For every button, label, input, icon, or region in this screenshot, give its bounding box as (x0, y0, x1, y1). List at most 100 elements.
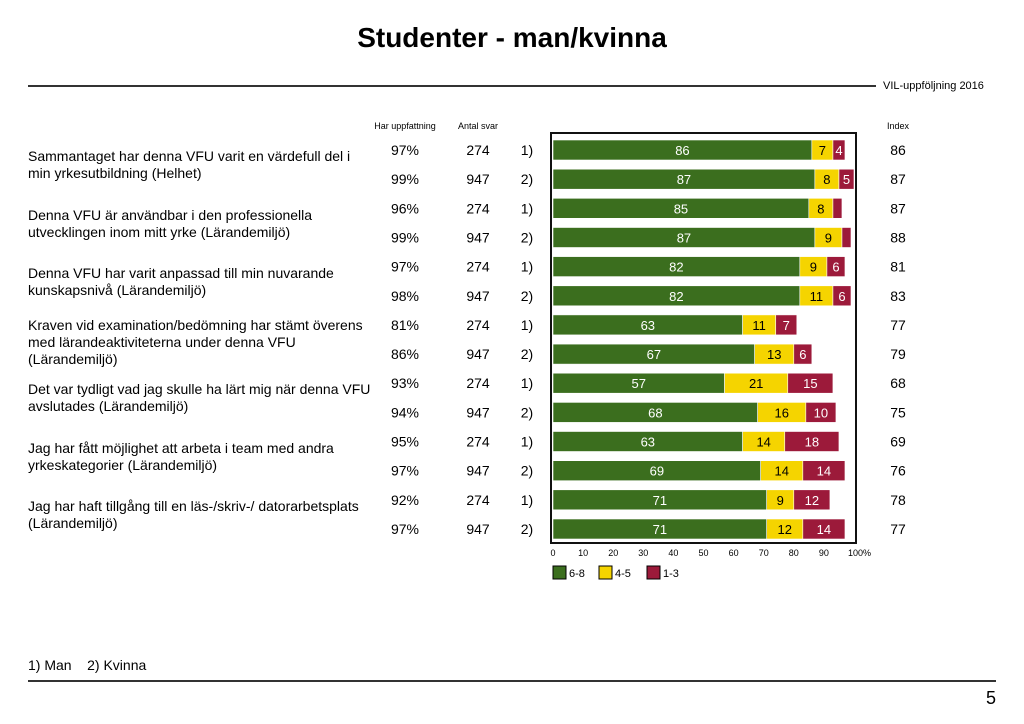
har-uppfattning-value: 97% (391, 521, 419, 537)
x-tick-label: 90 (819, 548, 829, 558)
segment-6-8-label: 69 (650, 464, 664, 479)
group-code: 2) (521, 463, 533, 479)
har-uppfattning-value: 81% (391, 317, 419, 333)
segment-6-8-label: 68 (648, 405, 662, 420)
antal-svar-value: 947 (466, 171, 490, 187)
legend-label-4-5: 4-5 (615, 568, 631, 580)
group-code: 2) (521, 404, 533, 420)
index-value: 86 (890, 142, 906, 158)
index-value: 83 (890, 288, 906, 304)
segment-1-3-bar (802, 518, 846, 540)
segment-4-5-label: 7 (819, 143, 826, 158)
legend-label-1-3: 1-3 (663, 568, 679, 580)
har-uppfattning-value: 99% (391, 171, 419, 187)
segment-4-5-label: 12 (778, 522, 792, 537)
har-uppfattning-value: 97% (391, 463, 419, 479)
segment-6-8-label: 71 (653, 522, 667, 537)
antal-svar-value: 274 (466, 375, 490, 391)
antal-svar-value: 274 (466, 200, 490, 216)
segment-4-5-label: 11 (810, 289, 824, 304)
index-value: 76 (890, 463, 906, 479)
group-code: 2) (521, 171, 533, 187)
segment-1-3-label: 10 (814, 405, 828, 420)
har-uppfattning-value: 92% (391, 492, 419, 508)
segment-6-8-label: 63 (641, 318, 655, 333)
group-code: 1) (521, 434, 533, 450)
x-tick-label: 80 (789, 548, 799, 558)
antal-svar-value: 947 (466, 346, 490, 362)
segment-1-3-bar (832, 285, 852, 307)
segment-4-5-label: 8 (823, 172, 830, 187)
question-label: Sammantaget har denna VFU varit en värde… (28, 148, 351, 181)
group-code: 1) (521, 317, 533, 333)
segment-6-8-label: 63 (641, 435, 655, 450)
segment-1-3-bar (838, 168, 855, 190)
legend-label-6-8: 6-8 (569, 568, 585, 580)
har-uppfattning-value: 93% (391, 375, 419, 391)
har-uppfattning-value: 94% (391, 404, 419, 420)
segment-1-3-bar (775, 314, 798, 336)
segment-1-3-bar (793, 489, 831, 511)
segment-6-8-label: 82 (669, 260, 683, 275)
question-label: Denna VFU är användbar i den professione… (28, 207, 313, 240)
segment-1-3-bar (826, 256, 846, 277)
index-value: 69 (890, 434, 906, 450)
antal-svar-value: 274 (466, 434, 490, 450)
segment-1-3-label: 14 (817, 522, 831, 537)
index-value: 78 (890, 492, 906, 508)
question-label: Jag har fått möjlighet att arbeta i team… (28, 440, 334, 473)
antal-svar-value: 274 (466, 142, 490, 158)
plot-frame (550, 132, 857, 544)
segment-1-3-bar (832, 198, 843, 219)
segment-1-3-bar (793, 343, 813, 365)
har-uppfattning-value: 99% (391, 230, 419, 246)
segment-4-5-label: 9 (810, 260, 817, 275)
segment-1-3-bar (784, 431, 840, 452)
segment-6-8-label: 82 (669, 289, 683, 304)
segment-1-3-label: 4 (835, 143, 842, 158)
segment-1-3-label: 5 (843, 172, 850, 187)
index-value: 75 (890, 404, 906, 420)
x-tick-label: 20 (608, 548, 618, 558)
antal-svar-value: 947 (466, 288, 490, 304)
group-code: 2) (521, 346, 533, 362)
group-code: 2) (521, 521, 533, 537)
antal-svar-value: 274 (466, 259, 490, 275)
group-code: 1) (521, 259, 533, 275)
segment-6-8-label: 87 (677, 231, 691, 246)
segment-6-8-label: 87 (677, 172, 691, 187)
x-tick-label: 10 (578, 548, 588, 558)
group-code: 1) (521, 375, 533, 391)
x-tick-label: 60 (729, 548, 739, 558)
page-title: Studenter - man/kvinna (357, 22, 667, 53)
index-value: 77 (890, 521, 906, 537)
har-uppfattning-value: 96% (391, 200, 419, 216)
segment-6-8-label: 67 (647, 347, 661, 362)
segment-1-3-label: 6 (838, 289, 845, 304)
group-code: 2) (521, 230, 533, 246)
segment-1-3-bar (841, 227, 852, 248)
segment-1-3-label: 6 (799, 347, 806, 362)
group-code: 1) (521, 492, 533, 508)
segment-1-3-label: 6 (832, 260, 839, 275)
header-index: Index (887, 121, 910, 131)
legend-swatch-1-3 (646, 565, 661, 580)
group-code: 1) (521, 200, 533, 216)
x-tick-label: 0 (550, 548, 555, 558)
segment-6-8-label: 86 (675, 143, 689, 158)
legend-swatch-6-8 (552, 565, 567, 580)
segment-1-3-label: 18 (805, 435, 819, 450)
segment-4-5-label: 8 (817, 201, 824, 216)
index-value: 81 (890, 259, 906, 275)
segment-4-5-label: 14 (775, 464, 789, 479)
x-tick-label: 50 (698, 548, 708, 558)
segment-4-5-label: 9 (777, 493, 784, 508)
segment-6-8-label: 71 (653, 493, 667, 508)
footnote: 1) Man 2) Kvinna (28, 657, 147, 673)
segment-1-3-bar (832, 139, 846, 161)
group-code: 1) (521, 142, 533, 158)
segment-4-5-label: 14 (756, 435, 770, 450)
segment-6-8-label: 57 (632, 376, 646, 391)
har-uppfattning-value: 98% (391, 288, 419, 304)
segment-4-5-label: 9 (825, 231, 832, 246)
